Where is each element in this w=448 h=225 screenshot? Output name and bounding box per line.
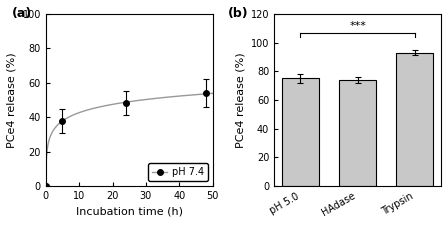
Legend: pH 7.4: pH 7.4 [148,163,208,181]
X-axis label: Incubation time (h): Incubation time (h) [76,206,183,216]
Bar [396,53,434,186]
Y-axis label: PCe4 release (%): PCe4 release (%) [235,52,245,148]
Text: (b): (b) [228,7,248,20]
Bar [339,80,376,186]
Text: (a): (a) [13,7,33,20]
Y-axis label: PCe4 release (%): PCe4 release (%) [7,52,17,148]
Text: ***: *** [349,21,366,31]
Bar [282,78,319,186]
